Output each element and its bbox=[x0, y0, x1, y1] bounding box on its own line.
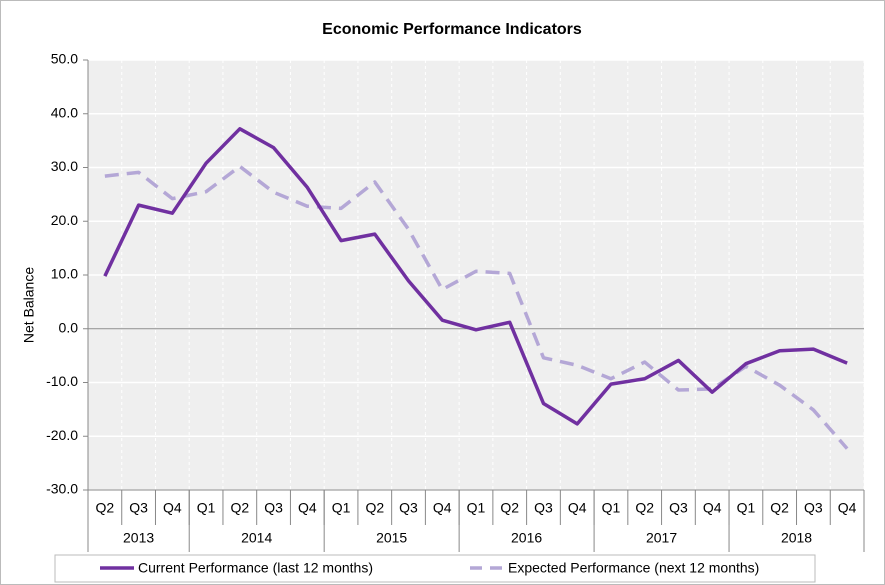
x-tick-label: Q4 bbox=[568, 500, 587, 516]
y-tick-label: 50.0 bbox=[51, 51, 78, 67]
y-tick-label: 30.0 bbox=[51, 158, 78, 174]
x-tick-label: Q1 bbox=[467, 500, 486, 516]
y-tick-label: 10.0 bbox=[51, 266, 78, 282]
x-tick-label: Q2 bbox=[365, 500, 384, 516]
x-group-label: 2018 bbox=[781, 530, 812, 546]
x-tick-label: Q4 bbox=[163, 500, 182, 516]
y-axis-label: Net Balance bbox=[21, 267, 37, 343]
series-line bbox=[103, 127, 848, 426]
x-tick-label: Q3 bbox=[669, 500, 688, 516]
x-tick-label: Q2 bbox=[96, 500, 115, 516]
x-tick-label: Q3 bbox=[129, 500, 148, 516]
x-group-label: 2015 bbox=[376, 530, 407, 546]
y-tick-label: 0.0 bbox=[59, 319, 79, 335]
y-tick-label: -20.0 bbox=[46, 427, 78, 443]
y-tick-label: 40.0 bbox=[51, 104, 78, 120]
x-tick-label: Q4 bbox=[838, 500, 857, 516]
x-group-label: 2013 bbox=[123, 530, 154, 546]
x-group-label: 2017 bbox=[646, 530, 677, 546]
y-tick-label: -10.0 bbox=[46, 373, 78, 389]
x-tick-label: Q1 bbox=[332, 500, 351, 516]
x-group-label: 2016 bbox=[511, 530, 542, 546]
x-tick-label: Q2 bbox=[770, 500, 789, 516]
x-tick-label: Q1 bbox=[602, 500, 621, 516]
chart-title: Economic Performance Indicators bbox=[322, 21, 582, 38]
x-tick-label: Q2 bbox=[230, 500, 249, 516]
x-tick-label: Q3 bbox=[264, 500, 283, 516]
x-tick-label: Q1 bbox=[197, 500, 216, 516]
x-tick-label: Q2 bbox=[635, 500, 654, 516]
x-tick-label: Q2 bbox=[500, 500, 519, 516]
legend-box bbox=[54, 554, 816, 583]
x-group-label: 2014 bbox=[241, 530, 272, 546]
legend-label: Expected Performance (next 12 months) bbox=[508, 560, 759, 576]
x-tick-label: Q1 bbox=[737, 500, 756, 516]
x-tick-label: Q3 bbox=[534, 500, 553, 516]
y-tick-label: -30.0 bbox=[46, 481, 78, 497]
x-tick-label: Q4 bbox=[703, 500, 722, 516]
y-tick-label: 20.0 bbox=[51, 212, 78, 228]
x-tick-label: Q3 bbox=[804, 500, 823, 516]
x-tick-label: Q4 bbox=[298, 500, 317, 516]
x-tick-label: Q4 bbox=[433, 500, 452, 516]
x-tick-label: Q3 bbox=[399, 500, 418, 516]
legend-label: Current Performance (last 12 months) bbox=[138, 560, 373, 576]
